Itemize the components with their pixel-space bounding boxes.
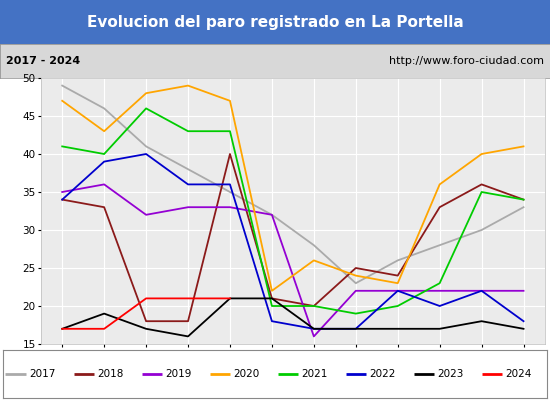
Text: 2019: 2019 <box>166 369 192 379</box>
Text: http://www.foro-ciudad.com: http://www.foro-ciudad.com <box>389 56 544 66</box>
Text: 2024: 2024 <box>506 369 532 379</box>
Text: Evolucion del paro registrado en La Portella: Evolucion del paro registrado en La Port… <box>87 14 463 30</box>
Text: 2022: 2022 <box>370 369 396 379</box>
Text: 2018: 2018 <box>97 369 124 379</box>
Text: 2020: 2020 <box>234 369 260 379</box>
Text: 2023: 2023 <box>438 369 464 379</box>
Text: 2017 - 2024: 2017 - 2024 <box>6 56 80 66</box>
Text: 2017: 2017 <box>29 369 56 379</box>
Text: 2021: 2021 <box>301 369 328 379</box>
